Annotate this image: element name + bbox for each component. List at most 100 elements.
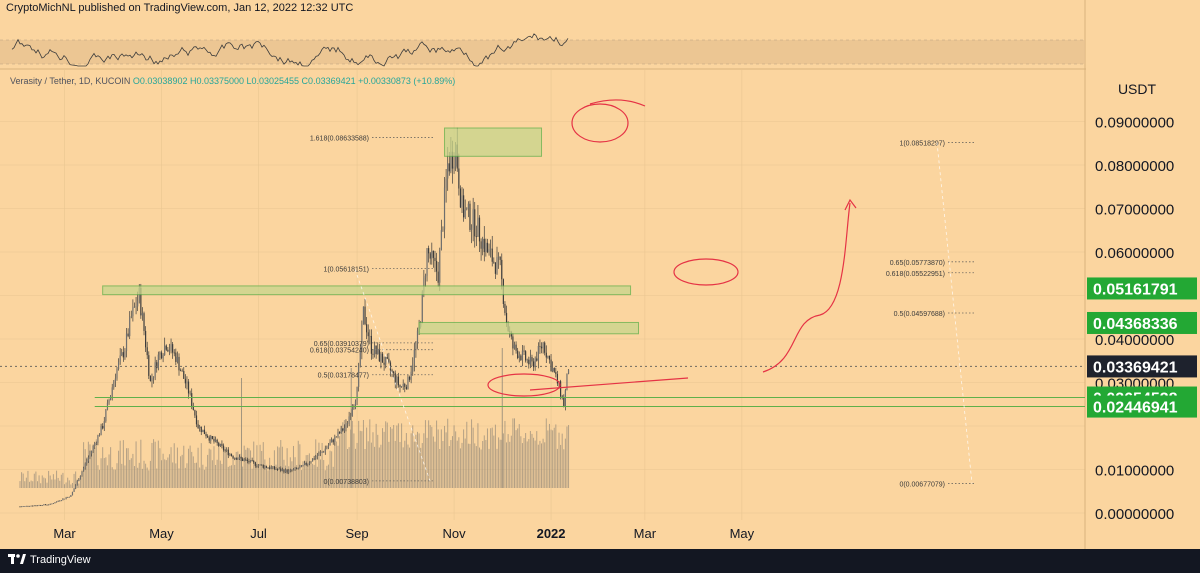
candle-body — [59, 500, 61, 502]
candle-body — [240, 456, 242, 459]
volume-bar — [81, 471, 83, 488]
candle-body — [289, 469, 291, 471]
candle-body — [165, 345, 167, 350]
candle-body — [175, 352, 177, 362]
candle-body — [340, 428, 342, 434]
volume-bar — [194, 462, 196, 488]
volume-bar — [36, 481, 38, 488]
volume-bar — [164, 459, 166, 488]
candle-body — [307, 463, 309, 465]
candle-body — [210, 436, 212, 441]
volume-bar — [521, 443, 523, 488]
candle-body — [331, 439, 333, 443]
candle-body — [275, 468, 277, 470]
candle-body — [402, 384, 404, 387]
candle-body — [178, 356, 180, 371]
volume-bar — [181, 454, 183, 488]
volume-bar — [124, 465, 126, 488]
rsi-line — [11, 33, 569, 67]
candle-body — [555, 372, 557, 375]
volume-bar — [413, 441, 415, 488]
x-tick-label[interactable]: 2022 — [537, 526, 566, 541]
symbol-title[interactable]: Verasity / Tether, 1D, KUCOIN — [10, 76, 131, 86]
candle-body — [234, 457, 236, 459]
candle-body — [280, 468, 282, 471]
trading-chart[interactable]: 100.00 1.618(0.08633588) 1(0.05618151) 0.6… — [0, 0, 1200, 549]
volume-bar — [59, 480, 61, 488]
candle-body — [20, 506, 23, 508]
candle-body — [98, 435, 101, 436]
candle-body — [203, 429, 206, 435]
candle-body — [560, 381, 562, 397]
x-tick-label[interactable]: Sep — [346, 526, 369, 541]
candle-body — [364, 306, 366, 325]
candle-body — [243, 459, 245, 461]
volume-bar — [509, 441, 511, 488]
volume-bar — [323, 460, 325, 488]
volume-bar — [380, 444, 382, 488]
time-axis[interactable]: Mar May Jul Sep Nov 2022 Mar May — [53, 526, 754, 541]
candle-body — [315, 456, 317, 460]
candle-body — [329, 442, 331, 446]
volume-bar — [555, 424, 557, 488]
candle-body — [552, 368, 554, 371]
volume-bar — [315, 439, 317, 488]
candle-body — [490, 248, 492, 250]
candle-body — [51, 503, 53, 505]
brand-label: TradingView — [30, 554, 91, 566]
candle-body — [214, 439, 217, 442]
candle-body — [424, 275, 427, 278]
candle-body — [65, 497, 67, 499]
candle-body — [513, 344, 516, 349]
volume-bar — [202, 464, 204, 488]
candle-body — [117, 362, 120, 369]
volume-bar — [442, 441, 444, 488]
volume-bar — [73, 473, 75, 488]
volume-bar — [332, 466, 334, 488]
rsi-panel: 100.00 — [0, 11, 1146, 67]
candle-body — [540, 346, 543, 349]
volume-bar — [184, 467, 186, 488]
candle-body — [405, 386, 407, 389]
candle-body — [440, 230, 442, 250]
volume-bar — [310, 462, 312, 488]
candle-body — [296, 467, 298, 469]
volume-bar — [407, 444, 409, 488]
candle-body — [532, 361, 535, 368]
fib-label: 1(0.05618151) — [323, 267, 369, 274]
volume-bar — [459, 448, 461, 488]
volume-bar — [410, 433, 412, 488]
volume-bar — [467, 443, 469, 488]
x-tick-label[interactable]: Nov — [443, 526, 467, 541]
volume-bar — [506, 442, 508, 488]
fib-label: 0.5(0.04597688) — [894, 311, 945, 318]
tradingview-brand[interactable]: TradingView — [8, 554, 91, 566]
volume-bar — [33, 473, 35, 488]
candle-body — [359, 351, 361, 366]
candle-body — [256, 465, 258, 467]
candle-body — [291, 469, 293, 471]
volume-bar — [409, 447, 411, 488]
candle-body — [46, 504, 48, 506]
x-tick-label[interactable]: Mar — [53, 526, 76, 541]
x-tick-label[interactable]: May — [730, 526, 755, 541]
volume-bar — [302, 461, 304, 488]
volume-bar — [436, 420, 438, 488]
volume-bar — [21, 472, 23, 488]
volume-bar — [272, 468, 274, 488]
volume-bar — [60, 474, 62, 488]
volume-bar — [329, 450, 331, 488]
candle-body — [394, 373, 396, 384]
volume-bar — [512, 418, 514, 488]
volume-bar — [40, 483, 42, 488]
candle-body — [343, 427, 345, 431]
x-tick-label[interactable]: Mar — [634, 526, 657, 541]
candle-body — [494, 262, 497, 274]
candle-body — [232, 455, 234, 459]
candle-body — [401, 386, 403, 387]
candle-body — [230, 454, 233, 456]
volume-bar — [490, 428, 492, 488]
x-tick-label[interactable]: Jul — [250, 526, 267, 541]
price-axis[interactable]: USDT 0.09000000 0.08000000 0.07000000 0.0600… — [1086, 0, 1200, 549]
x-tick-label[interactable]: May — [149, 526, 174, 541]
